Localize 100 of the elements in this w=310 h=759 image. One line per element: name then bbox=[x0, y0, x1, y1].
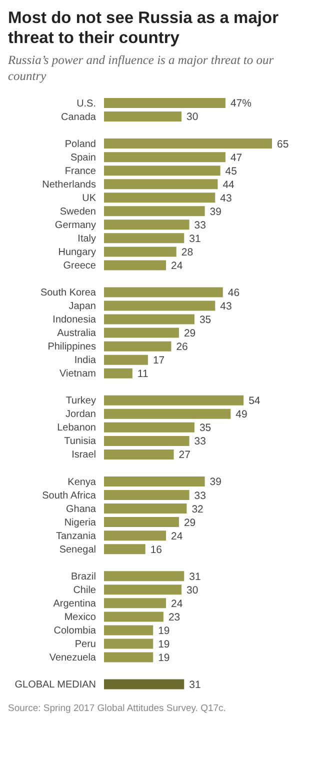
y-tick-label: Tanzania bbox=[56, 530, 96, 542]
bar bbox=[104, 612, 164, 622]
y-tick-label: Lebanon bbox=[57, 422, 96, 434]
bar bbox=[104, 530, 166, 541]
bar bbox=[104, 408, 231, 419]
data-label: 43 bbox=[220, 193, 232, 204]
data-label: 35 bbox=[199, 423, 212, 434]
data-label: 35 bbox=[199, 315, 212, 326]
y-tick-label: Tunisia bbox=[64, 436, 96, 448]
bar bbox=[104, 652, 154, 662]
y-tick-label: Germany bbox=[54, 220, 96, 231]
y-tick-label: Argentina bbox=[53, 598, 96, 610]
data-label: 28 bbox=[181, 247, 194, 258]
y-tick-label: Hungary bbox=[58, 246, 96, 258]
bar bbox=[104, 504, 187, 514]
bar bbox=[104, 476, 205, 487]
bar bbox=[104, 233, 184, 244]
data-label: 19 bbox=[158, 639, 170, 650]
data-label: 31 bbox=[189, 234, 201, 245]
bar bbox=[104, 260, 166, 270]
data-label: 19 bbox=[158, 652, 170, 664]
bar bbox=[104, 638, 154, 649]
data-label: 24 bbox=[171, 598, 183, 610]
bar bbox=[104, 206, 205, 216]
y-tick-label: Peru bbox=[74, 638, 96, 650]
bar bbox=[104, 422, 194, 432]
bar bbox=[104, 220, 190, 230]
data-label: 11 bbox=[137, 369, 148, 380]
bar bbox=[104, 354, 148, 365]
y-tick-label: Indonesia bbox=[52, 314, 96, 326]
y-tick-label: Spain bbox=[70, 152, 96, 164]
bar bbox=[104, 179, 218, 190]
data-label: 33 bbox=[194, 490, 206, 502]
y-tick-label: Kenya bbox=[68, 476, 96, 488]
y-tick-label: Brazil bbox=[71, 571, 96, 582]
data-label: 39 bbox=[210, 477, 222, 488]
data-label: 31 bbox=[189, 572, 201, 583]
data-label: 16 bbox=[150, 544, 162, 556]
y-tick-label: Senegal bbox=[59, 544, 96, 556]
y-tick-label: Philippines bbox=[48, 342, 96, 353]
bar bbox=[104, 436, 190, 446]
bar bbox=[104, 625, 154, 636]
data-label: 24 bbox=[171, 260, 183, 272]
bar bbox=[104, 341, 172, 352]
data-label: 43 bbox=[220, 302, 232, 312]
data-label: 33 bbox=[194, 436, 206, 448]
y-tick-label: Turkey bbox=[66, 396, 96, 407]
bar bbox=[104, 328, 179, 338]
y-tick-label: Nigeria bbox=[64, 517, 96, 528]
y-tick-label: Italy bbox=[78, 233, 96, 244]
data-label: 31 bbox=[189, 680, 201, 692]
bar bbox=[104, 584, 182, 595]
y-tick-label: Japan bbox=[68, 301, 96, 312]
data-label: 45 bbox=[225, 166, 238, 178]
bar bbox=[104, 246, 176, 257]
data-label: 24 bbox=[171, 531, 183, 542]
data-label: 49 bbox=[236, 410, 248, 421]
data-label: 47 bbox=[230, 152, 242, 164]
y-tick-label: Sweden bbox=[60, 206, 96, 218]
source-note: Source: Spring 2017 Global Attitudes Survey. Q17c. bbox=[8, 702, 227, 714]
data-label: 47% bbox=[230, 98, 252, 110]
bar bbox=[104, 517, 179, 528]
bar bbox=[104, 679, 184, 690]
data-label: 29 bbox=[184, 518, 196, 529]
y-tick-label: Poland bbox=[64, 138, 96, 150]
data-label: 54 bbox=[248, 396, 260, 408]
data-label: 30 bbox=[186, 585, 198, 596]
chart-title: Most do not see Russia as a major threat to their country bbox=[8, 8, 280, 48]
y-tick-label: Vietnam bbox=[60, 368, 96, 380]
bar bbox=[104, 598, 166, 608]
chart-subtitle: Russia’s power and influence is a major threat to our country bbox=[8, 52, 275, 84]
bar bbox=[104, 449, 174, 460]
y-tick-label: Chile bbox=[73, 584, 96, 596]
y-tick-label: Mexico bbox=[64, 612, 96, 623]
y-tick-label: France bbox=[64, 166, 96, 177]
y-tick-label: India bbox=[74, 355, 96, 366]
data-label: 29 bbox=[184, 328, 196, 340]
data-label: 19 bbox=[158, 626, 170, 637]
bar bbox=[104, 571, 184, 582]
bar bbox=[104, 368, 132, 378]
data-label: 44 bbox=[222, 180, 235, 191]
y-tick-label: South Africa bbox=[42, 490, 96, 502]
data-label: 23 bbox=[168, 612, 180, 624]
data-label: 46 bbox=[228, 288, 240, 299]
y-tick-label: Venezuela bbox=[49, 652, 96, 664]
y-tick-label: South Korea bbox=[40, 288, 96, 299]
bar bbox=[104, 544, 146, 554]
data-label: 65 bbox=[277, 139, 289, 150]
y-tick-label: Colombia bbox=[54, 625, 96, 636]
y-tick-label: Ghana bbox=[66, 504, 96, 515]
data-label: 17 bbox=[152, 356, 165, 367]
bar bbox=[104, 112, 182, 122]
bar bbox=[104, 314, 194, 324]
bar bbox=[104, 138, 272, 149]
bar bbox=[104, 395, 244, 406]
y-tick-label: Netherlands bbox=[42, 179, 96, 190]
bar bbox=[104, 300, 216, 311]
data-label: 33 bbox=[194, 220, 206, 232]
data-label: 30 bbox=[186, 112, 198, 124]
y-tick-label: GLOBAL MEDIAN bbox=[14, 680, 96, 691]
